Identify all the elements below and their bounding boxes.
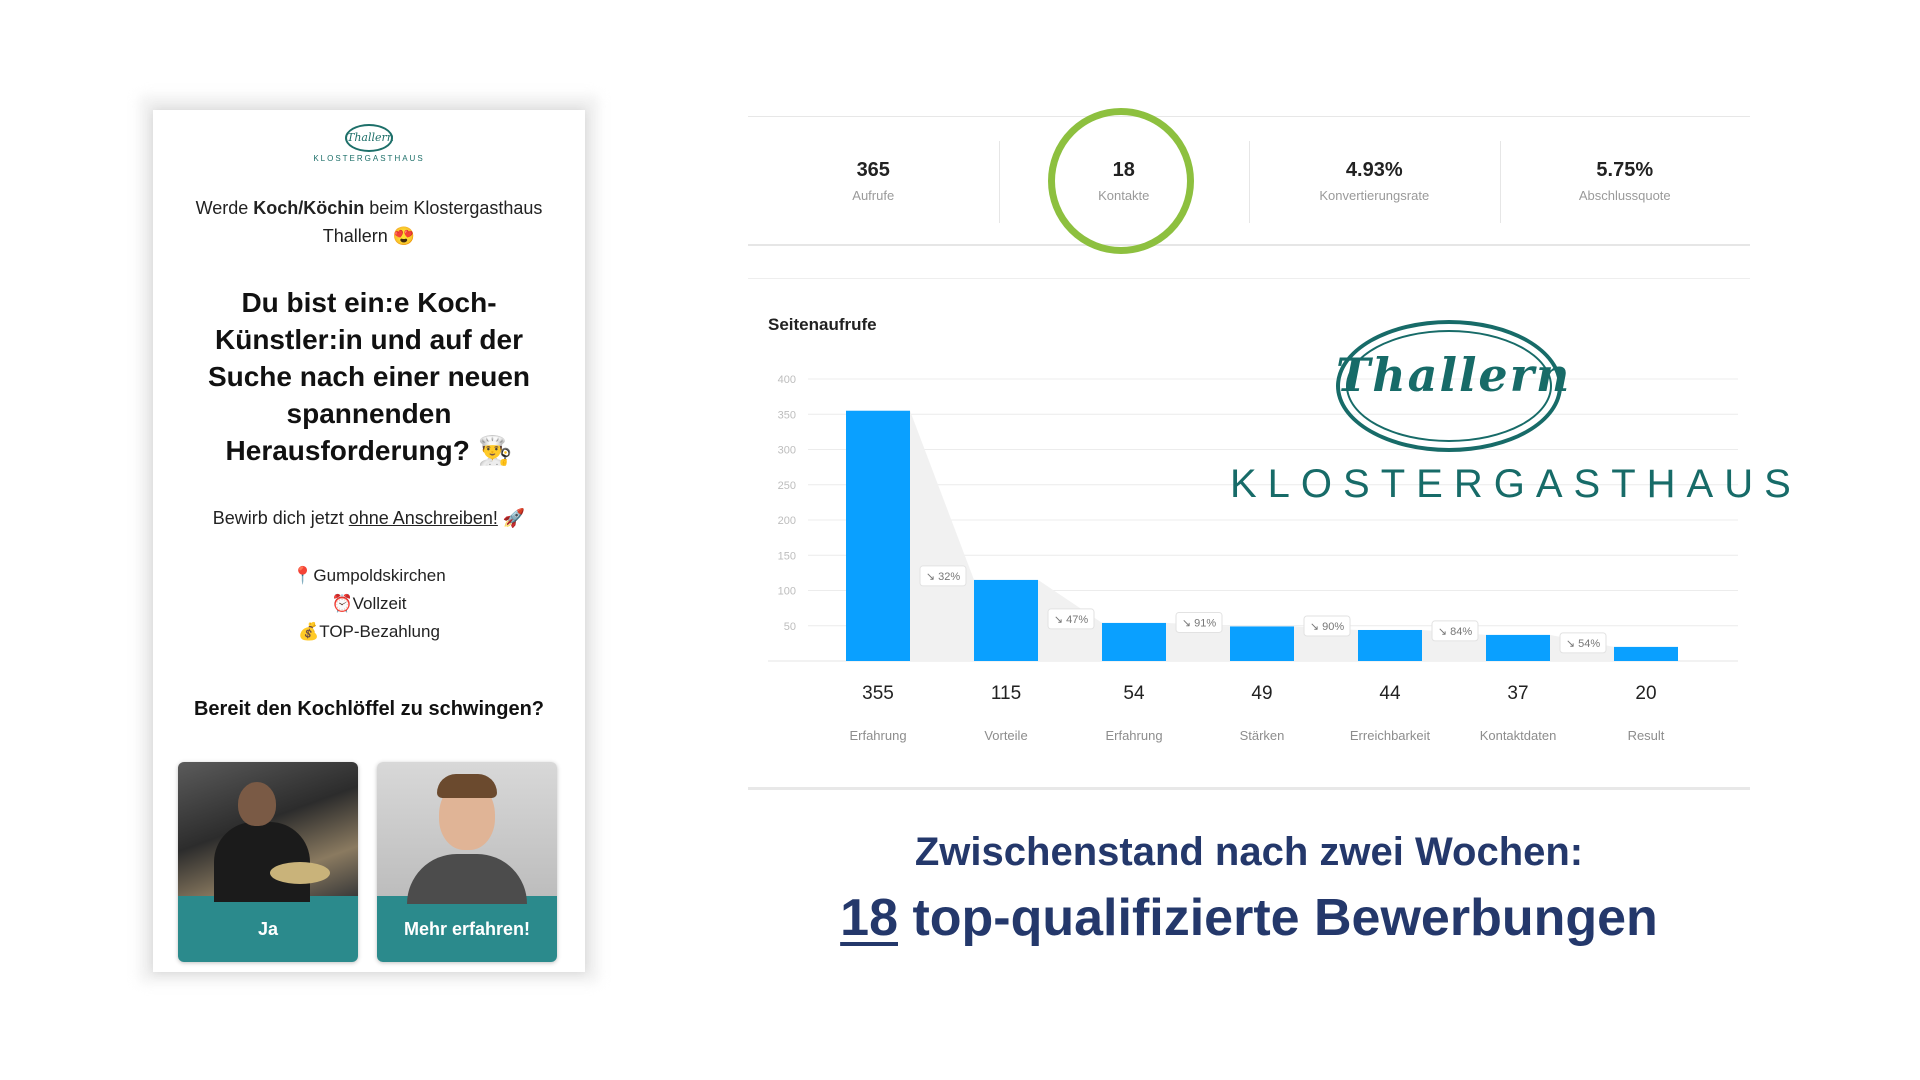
bar-value-label: 54: [1123, 683, 1145, 704]
headline: Du bist ein:e Koch-Künstler:in und auf d…: [207, 287, 531, 466]
step-rate-label: ↘ 54%: [1566, 638, 1601, 650]
thinking-man-photo: [377, 762, 557, 904]
y-tick-label: 300: [778, 445, 796, 457]
caption-rest: top-qualifizierte Bewerbungen: [898, 889, 1658, 947]
step-rate-badge: [1559, 632, 1607, 654]
bar: [1102, 622, 1166, 661]
intro-suffix: beim Klostergasthaus Thallern 😍: [322, 198, 543, 246]
bar: [1230, 626, 1294, 661]
stat-conversion-label: Konvertierungsrate: [1319, 188, 1430, 203]
step-rate-badge: [919, 565, 967, 587]
caption-number: 18: [840, 889, 898, 947]
caption-line-1: Zwischenstand nach zwei Wochen:: [914, 830, 1584, 874]
facts-list: 📍Gumpoldskirchen ⏰Vollzeit 💰TOP-Bezahlun…: [173, 562, 565, 646]
chef-head: [238, 782, 276, 826]
y-tick-label: 150: [778, 550, 796, 562]
stat-contacts: 18 Kontakte: [998, 117, 1250, 244]
step-rate-badge: [1431, 620, 1479, 642]
choice-more-card[interactable]: Mehr erfahren!: [377, 762, 557, 962]
step-rate-badge: [1047, 608, 1095, 630]
bar-value-label: 355: [862, 683, 894, 704]
category-label: Erfahrung: [1105, 728, 1162, 743]
fact-salary: 💰TOP-Bezahlung: [298, 622, 440, 641]
step-rate-badge: [1303, 615, 1351, 637]
intro-prefix: Werde: [195, 198, 254, 218]
category-label: Kontaktdaten: [1480, 728, 1557, 743]
intro-text: Werde Koch/Köchin beim Klostergasthaus T…: [173, 194, 565, 250]
cta-link[interactable]: ohne Anschreiben!: [348, 508, 498, 528]
man-hair: [437, 774, 497, 798]
bar-value-label: 37: [1507, 683, 1528, 704]
bar: [846, 410, 910, 661]
category-label: Stärken: [1240, 728, 1285, 743]
phone-logo-mark: Thallern: [345, 124, 394, 152]
category-label: Erfahrung: [849, 728, 906, 743]
man-body: [407, 854, 527, 904]
stat-views: 365 Aufrufe: [748, 117, 999, 244]
phone-mockup: Thallern KLOSTERGASTHAUS Werde Koch/Köch…: [153, 110, 585, 972]
y-tick-label: 200: [778, 515, 796, 527]
step-rate-label: ↘ 32%: [926, 571, 961, 583]
bar-value-label: 20: [1635, 683, 1656, 704]
caption-line-2: 18 top-qualifizierte Bewerbungen: [748, 888, 1750, 948]
yes-button[interactable]: Ja: [178, 896, 358, 962]
cta-line: Bewirb dich jetzt ohne Anschreiben! 🚀: [173, 508, 565, 529]
question: Bereit den Kochlöffel zu schwingen?: [193, 698, 545, 720]
y-tick-label: 250: [778, 480, 796, 492]
choice-yes-card[interactable]: Ja: [178, 762, 358, 962]
bar-value-label: 115: [991, 683, 1021, 704]
stat-closing-value: 5.75%: [1596, 159, 1654, 181]
chart-panel: 50 100 150 200 250 300 350 400 355 Erfahrung 115 Vo…: [748, 278, 1750, 790]
fact-location: 📍Gumpoldskirchen: [292, 566, 446, 585]
chart-title: Seitenaufrufe: [768, 315, 877, 334]
bar: [1358, 629, 1422, 661]
step-rate-label: ↘ 84%: [1438, 626, 1473, 638]
bar: [1486, 634, 1550, 661]
bar: [1614, 646, 1678, 661]
brand-word: KLOSTERGASTHAUS: [1230, 462, 1802, 506]
step-rate-label: ↘ 91%: [1182, 617, 1217, 629]
brand-script: Thallern: [1336, 348, 1572, 402]
y-tick-label: 350: [778, 409, 796, 421]
pan-icon: [270, 862, 330, 884]
stat-views-value: 365: [856, 159, 890, 181]
brand-logo: Thallern KLOSTERGASTHAUS: [1230, 318, 1802, 508]
phone-logo: Thallern KLOSTERGASTHAUS: [153, 124, 585, 163]
bar: [974, 579, 1038, 661]
step-rate-badge: [1175, 611, 1223, 633]
more-button[interactable]: Mehr erfahren!: [377, 896, 557, 962]
category-label: Vorteile: [984, 728, 1027, 743]
cta-suffix: 🚀: [497, 508, 526, 528]
category-label: Erreichbarkeit: [1350, 728, 1431, 743]
brand-oval: [1336, 320, 1562, 452]
y-tick-label: 100: [778, 586, 796, 598]
bar-value-label: 44: [1379, 683, 1401, 704]
stat-conversion: 4.93% Konvertierungsrate: [1249, 117, 1500, 244]
category-label: Result: [1628, 728, 1665, 743]
stats-strip: 365 Aufrufe 18 Kontakte 4.93% Konvertierung…: [748, 116, 1750, 246]
intro-bold: Koch/Köchin: [253, 198, 365, 218]
stat-conversion-value: 4.93%: [1345, 159, 1403, 181]
bar-chart: 50 100 150 200 250 300 350 400 355 Erfahrung 115 Vo…: [768, 374, 1738, 743]
y-tick-label: 50: [784, 621, 796, 633]
step-rate-label: ↘ 47%: [1054, 614, 1089, 626]
cta-prefix: Bewirb dich jetzt: [212, 508, 349, 528]
stat-views-label: Aufrufe: [852, 188, 895, 203]
stat-contacts-value: 18: [1112, 159, 1135, 181]
bar-value-label: 49: [1251, 683, 1272, 704]
y-tick-label: 400: [778, 374, 796, 386]
chef-photo: [178, 762, 358, 902]
fact-worktime: ⏰Vollzeit: [331, 594, 407, 613]
phone-logo-word: KLOSTERGASTHAUS: [313, 154, 425, 163]
stat-contacts-label: Kontakte: [1098, 188, 1150, 203]
step-rate-label: ↘ 90%: [1310, 621, 1345, 633]
funnel-shade: [910, 410, 974, 661]
stat-closing-label: Abschlussquote: [1578, 188, 1671, 203]
stat-closing: 5.75% Abschlussquote: [1499, 117, 1751, 244]
